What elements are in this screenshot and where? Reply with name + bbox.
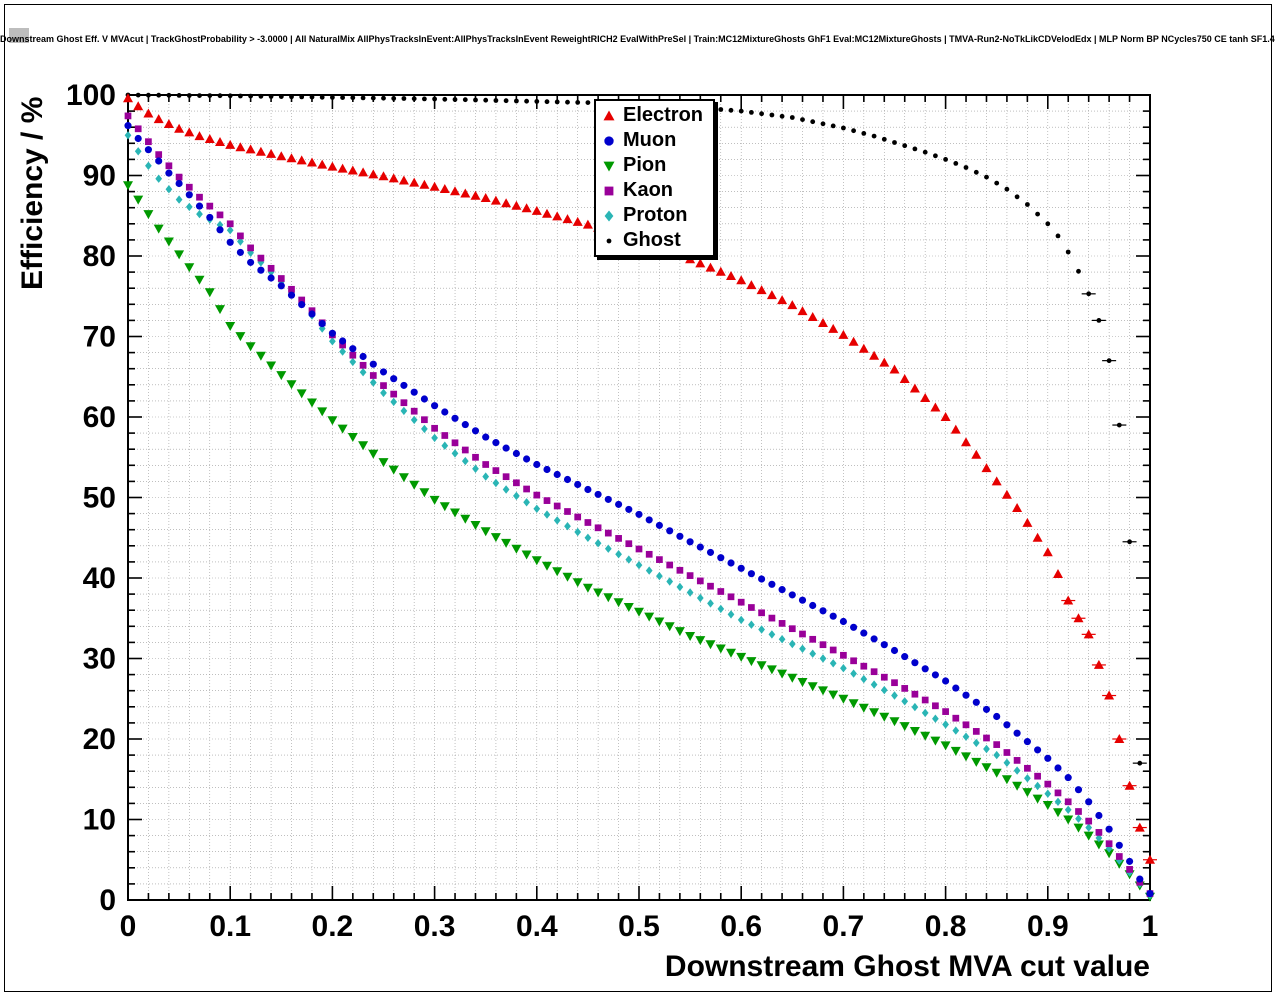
y-tick-label: 0 bbox=[99, 884, 116, 917]
electron-marker-icon bbox=[603, 110, 615, 120]
grid bbox=[128, 95, 1150, 900]
legend: Electron Muon Pion Kaon Proton Ghost bbox=[594, 99, 716, 257]
x-tick-label: 0.3 bbox=[414, 910, 456, 943]
legend-label: Muon bbox=[623, 129, 677, 151]
canvas-corner-decoration bbox=[9, 28, 29, 43]
y-tick-label: 20 bbox=[83, 723, 116, 756]
x-tick-label: 0.1 bbox=[209, 910, 251, 943]
axis-labels: 0 0.1 0.2 0.3 0.4 0.5 0.6 0.7 0.8 0.9 101020304050… bbox=[16, 79, 1158, 983]
y-tick-label: 70 bbox=[83, 321, 116, 354]
pion-marker-icon bbox=[603, 161, 615, 171]
y-tick-label: 60 bbox=[83, 401, 116, 434]
legend-label: Pion bbox=[623, 154, 667, 176]
y-tick-label: 50 bbox=[83, 482, 116, 515]
x-tick-label: 0.9 bbox=[1027, 910, 1069, 943]
legend-label: Proton bbox=[623, 204, 688, 226]
legend-label: Kaon bbox=[623, 179, 673, 201]
x-tick-label: 0.2 bbox=[312, 910, 354, 943]
chart-title: Downstream Ghost Eff. V MVAcut | TrackGh… bbox=[0, 34, 1276, 44]
y-axis-title: Efficiency / % bbox=[16, 97, 49, 290]
legend-item-electron: Electron bbox=[600, 103, 703, 128]
series-proton bbox=[124, 131, 1154, 900]
y-tick-label: 10 bbox=[83, 804, 116, 837]
series-kaon bbox=[124, 112, 1154, 897]
legend-item-kaon: Kaon bbox=[600, 178, 703, 203]
muon-marker-icon bbox=[604, 135, 614, 146]
legend-item-pion: Pion bbox=[600, 153, 703, 178]
y-tick-label: 30 bbox=[83, 643, 116, 676]
ghost-marker-icon bbox=[606, 238, 612, 243]
legend-item-ghost: Ghost bbox=[600, 228, 703, 253]
canvas-border bbox=[4, 4, 1272, 992]
legend-item-muon: Muon bbox=[600, 128, 703, 153]
proton-marker-icon bbox=[604, 210, 614, 221]
y-tick-label: 90 bbox=[83, 160, 116, 193]
x-tick-label: 0.7 bbox=[823, 910, 865, 943]
series-muon bbox=[124, 122, 1154, 898]
y-tick-label: 80 bbox=[83, 240, 116, 273]
x-tick-label: 0.5 bbox=[618, 910, 660, 943]
series-pion bbox=[123, 181, 1155, 902]
x-tick-label: 0.6 bbox=[720, 910, 762, 943]
x-tick-label: 0.4 bbox=[516, 910, 558, 943]
legend-label: Ghost bbox=[623, 229, 681, 251]
y-tick-label: 40 bbox=[83, 562, 116, 595]
x-tick-label: 0 bbox=[120, 910, 137, 943]
x-tick-label: 0.8 bbox=[925, 910, 967, 943]
legend-item-proton: Proton bbox=[600, 203, 703, 228]
y-tick-label: 100 bbox=[66, 79, 116, 112]
legend-label: Electron bbox=[623, 104, 704, 126]
x-tick-label: 1 bbox=[1142, 910, 1159, 943]
kaon-marker-icon bbox=[604, 186, 614, 195]
x-axis-title: Downstream Ghost MVA cut value bbox=[665, 950, 1150, 983]
